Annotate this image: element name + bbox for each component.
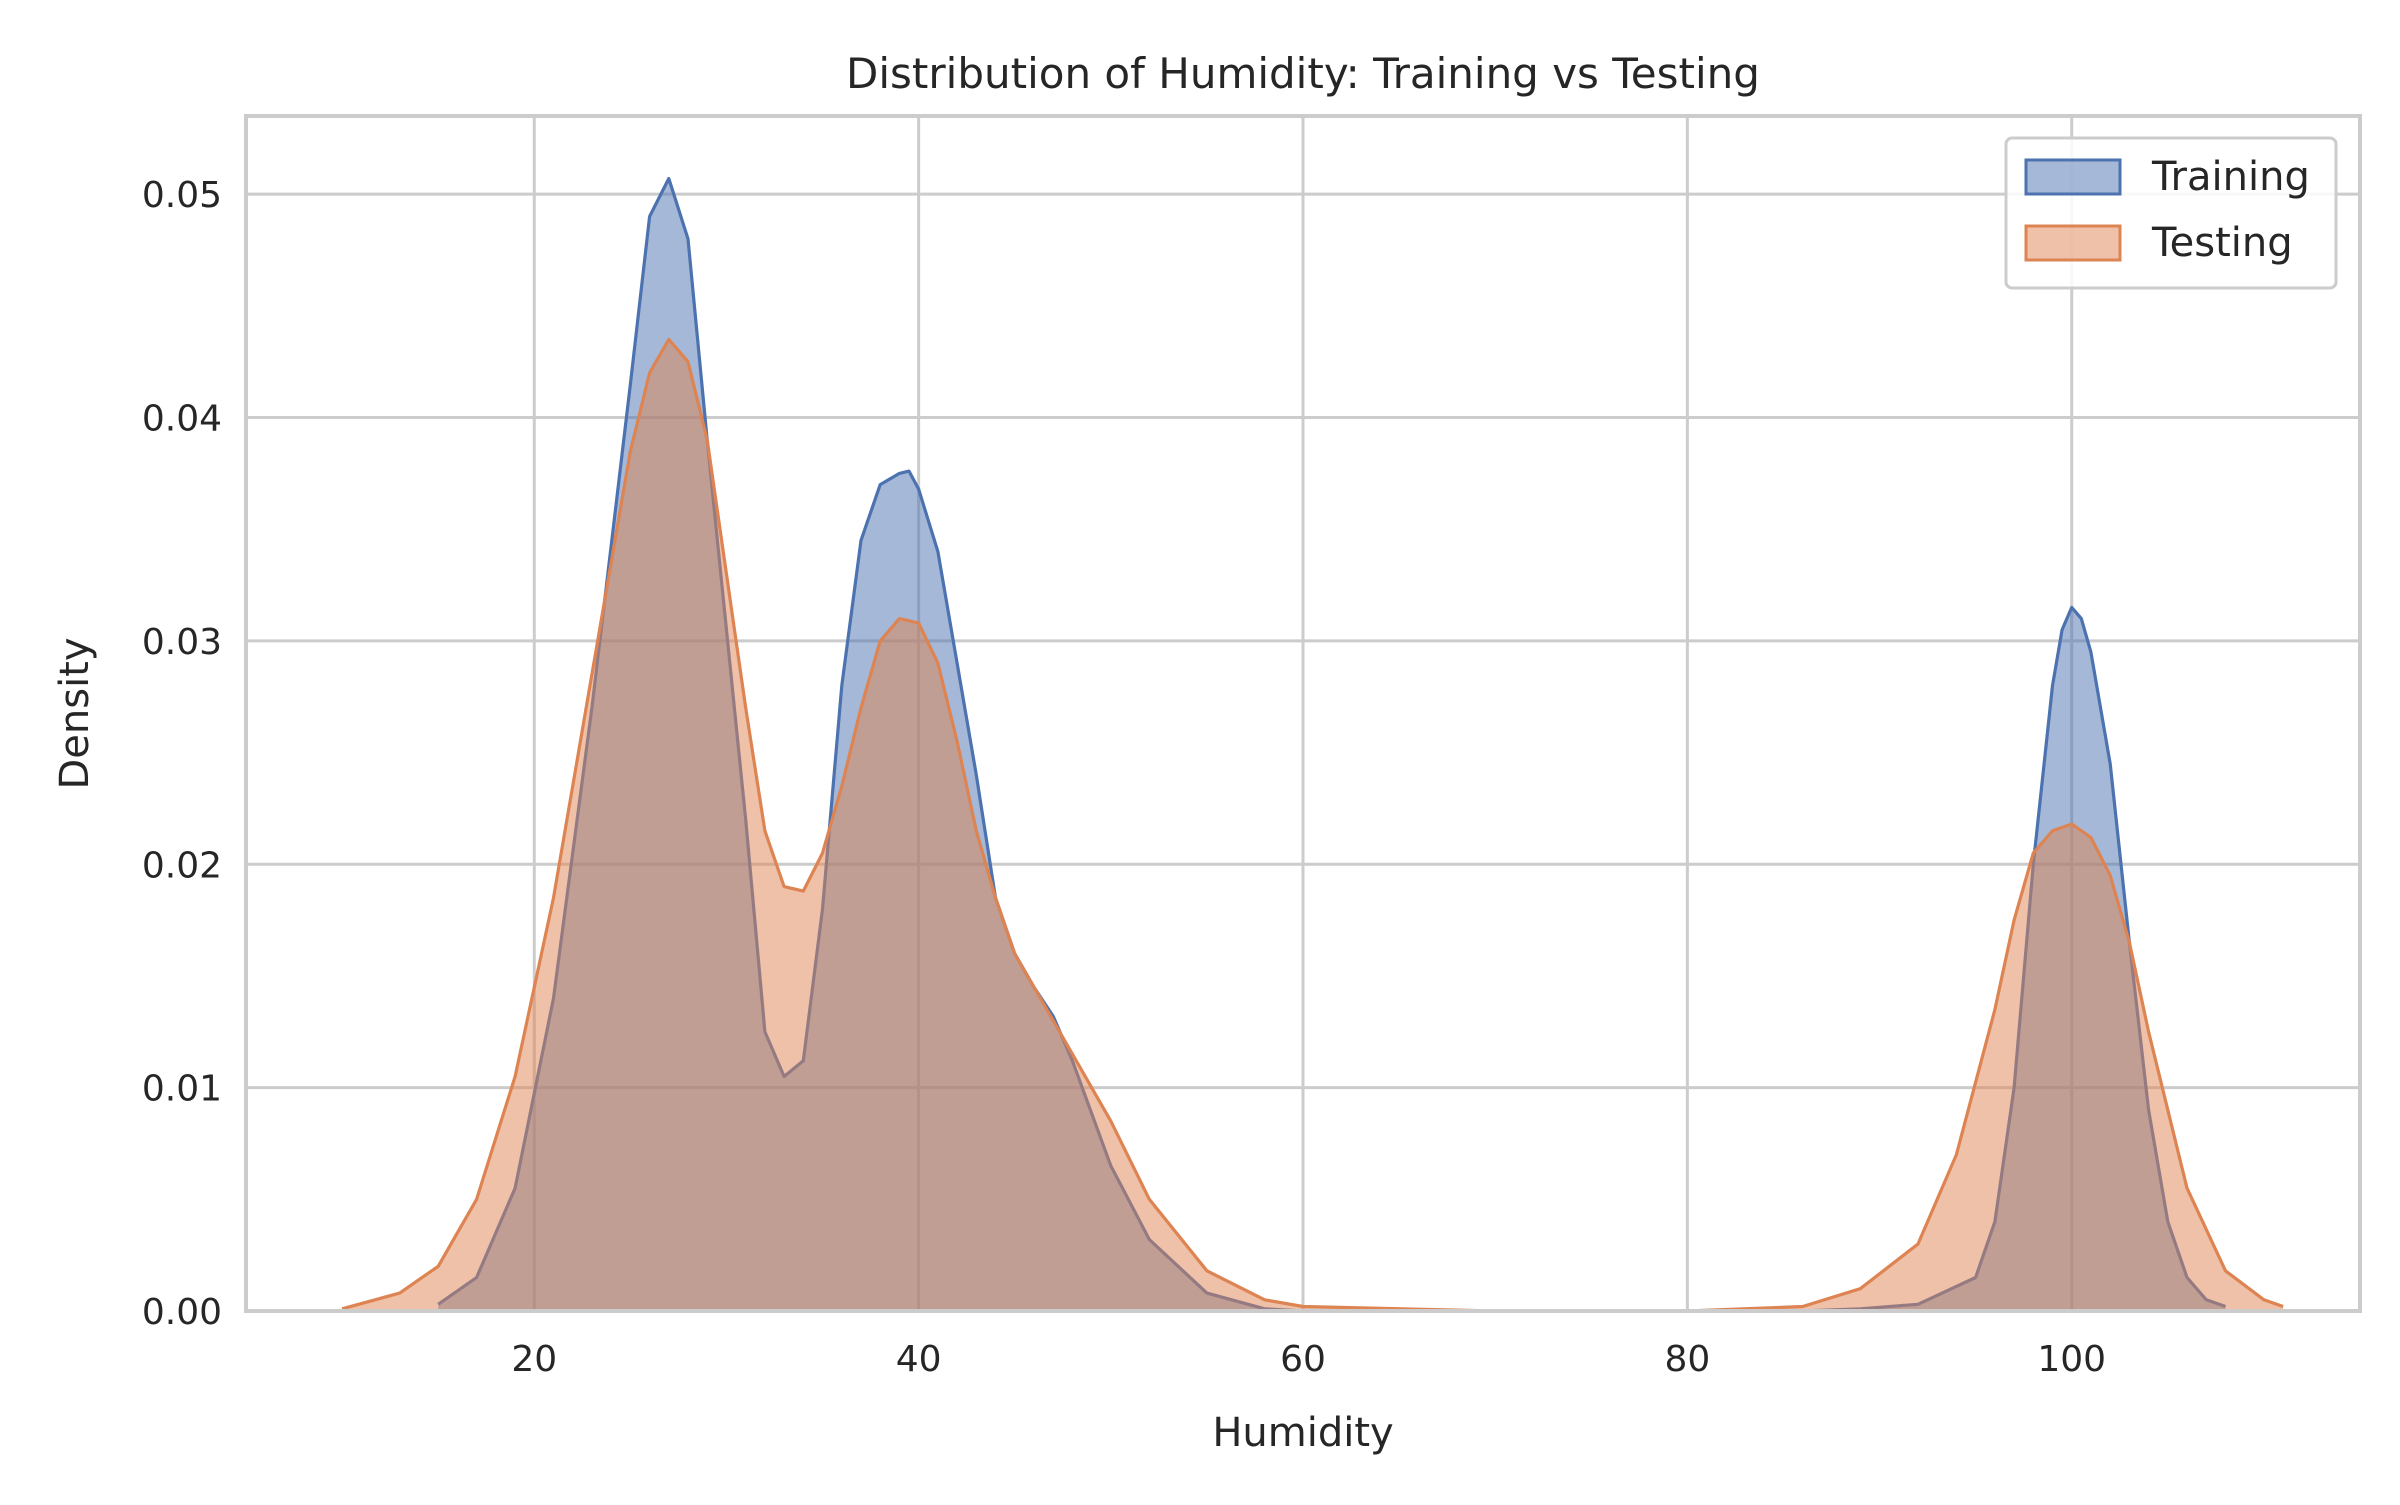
x-tick-label: 100 — [2037, 1339, 2106, 1380]
y-tick-label: 0.01 — [142, 1069, 222, 1110]
chart-title: Distribution of Humidity: Training vs Te… — [846, 49, 1760, 98]
y-tick-label: 0.04 — [142, 399, 222, 440]
y-tick-label: 0.02 — [142, 845, 222, 886]
plot-frame — [244, 114, 2362, 1313]
x-tick-label: 40 — [896, 1339, 942, 1380]
legend-label-testing: Testing — [2151, 220, 2293, 266]
y-axis-title: Density — [52, 637, 98, 789]
y-tick-label: 0.05 — [142, 175, 222, 216]
x-tick-label: 80 — [1664, 1339, 1710, 1380]
tick-labels: 20 40 60 80 100 0.00 0.01 0.02 0.03 0.04 0.05 — [142, 175, 2106, 1380]
legend-label-training: Training — [2151, 154, 2310, 200]
x-tick-label: 60 — [1280, 1339, 1326, 1380]
legend-swatch-training — [2024, 158, 2122, 196]
y-tick-label: 0.03 — [142, 622, 222, 663]
legend-swatch-testing — [2024, 224, 2122, 262]
plot-area — [341, 176, 2284, 1313]
legend: Training Testing — [2004, 136, 2338, 290]
x-axis-title: Humidity — [1212, 1410, 1393, 1456]
series-line-testing — [341, 337, 2284, 1313]
y-tick-label: 0.00 — [142, 1292, 222, 1333]
series-area-testing — [342, 339, 2284, 1311]
x-tick-label: 20 — [511, 1339, 557, 1380]
